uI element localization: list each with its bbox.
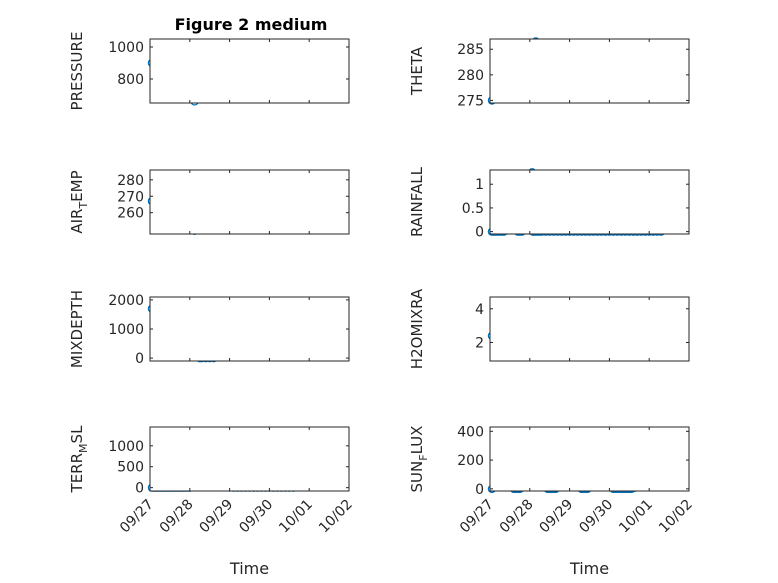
- subplot-mixdepth: 0 1000 2000 MIXDEPTH: [68, 290, 350, 368]
- y-axis-label: THETA: [408, 46, 426, 96]
- x-tick-label: 09/30: [236, 497, 276, 537]
- axes-frame: [489, 296, 690, 362]
- y-tick-label: 275: [457, 93, 484, 109]
- x-axis-label: Time: [569, 559, 609, 578]
- y-axis-label-main: MIXDEPTH: [68, 290, 86, 368]
- subplot-sun-flux: 0 200 400 09/27 09/28 09/29 09/30 10/01 10/02 SUN…: [408, 424, 696, 578]
- subplot-rainfall: 0 0.5 1 RAINFALL: [408, 166, 690, 241]
- y-tick-label: 0: [475, 482, 484, 498]
- axes-frame: [149, 296, 350, 362]
- x-tick-label: 10/01: [276, 497, 316, 537]
- axes-frame: [149, 426, 350, 492]
- x-tick-label: 10/02: [656, 497, 696, 537]
- y-tick-label: 0.5: [462, 201, 484, 217]
- y-axis-label: SUNFLUX: [408, 426, 430, 493]
- y-tick-label: 1: [475, 177, 484, 193]
- subplot-theta: 275 280 285 THETA: [408, 37, 690, 109]
- y-tick-label: 200: [457, 453, 484, 469]
- y-tick-label: 800: [117, 72, 144, 88]
- subplot-terr-msl: 0 500 1000 09/27 09/28 09/29 09/30 10/01 10/02 TE…: [68, 425, 356, 578]
- y-tick-label: 2: [475, 335, 484, 351]
- y-axis-label-subscript: M: [77, 443, 90, 453]
- y-axis-label-main: AIR: [68, 209, 86, 234]
- y-tick-label: 500: [117, 460, 144, 476]
- axes-frame: [489, 38, 690, 104]
- y-axis-label: MIXDEPTH: [68, 290, 86, 368]
- x-axis-label: Time: [229, 559, 269, 578]
- x-tick-label: 09/29: [197, 497, 237, 537]
- y-axis-label-main: THETA: [408, 46, 426, 96]
- y-axis-label: H2OMIXRA: [408, 288, 426, 369]
- y-tick-label: 280: [117, 173, 144, 189]
- figure-title: Figure 2 medium: [175, 15, 328, 34]
- y-axis-label: PRESSURE: [68, 32, 86, 111]
- y-tick-label: 1000: [108, 322, 144, 338]
- y-axis-label: RAINFALL: [408, 166, 426, 237]
- y-axis-label-suffix: LUX: [408, 426, 426, 455]
- x-tick-label: 09/30: [576, 497, 616, 537]
- axes-frame: [149, 38, 350, 104]
- y-axis-label-subscript: T: [77, 202, 90, 210]
- x-tick-label: 10/01: [616, 497, 656, 537]
- axes-frame: [489, 169, 690, 235]
- y-axis-label-main: H2OMIXRA: [408, 288, 426, 369]
- y-tick-label: 270: [117, 189, 144, 205]
- y-tick-label: 260: [117, 206, 144, 222]
- x-tick-label: 09/27: [457, 497, 497, 537]
- y-axis-label-subscript: F: [417, 454, 430, 460]
- y-axis-label-suffix: EMP: [68, 170, 86, 201]
- y-tick-label: 0: [135, 351, 144, 367]
- y-tick-label: 285: [457, 42, 484, 58]
- subplot-pressure: 800 1000 PRESSURE: [68, 32, 350, 111]
- y-axis-label: AIRTEMP: [68, 170, 90, 233]
- y-axis-label-main: SUN: [408, 461, 426, 493]
- subplot-h2omixra: 2 4 H2OMIXRA: [408, 288, 690, 369]
- x-tick-label: 09/28: [157, 497, 197, 537]
- y-axis-label-main: TERR: [68, 453, 86, 494]
- y-axis-label-suffix: SL: [68, 425, 86, 444]
- y-tick-label: 0: [135, 481, 144, 497]
- y-tick-label: 2000: [108, 293, 144, 309]
- axes-frame: [149, 169, 350, 235]
- x-tick-label: 10/02: [316, 497, 356, 537]
- y-tick-label: 1000: [108, 40, 144, 56]
- axes-frame: [489, 426, 690, 492]
- y-tick-label: 0: [475, 225, 484, 241]
- y-axis-label-main: RAINFALL: [408, 166, 426, 237]
- x-tick-label: 09/27: [117, 497, 157, 537]
- x-tick-label: 09/29: [537, 497, 577, 537]
- y-tick-label: 1000: [108, 439, 144, 455]
- y-tick-label: 4: [475, 302, 484, 318]
- y-axis-label: TERRMSL: [68, 425, 90, 494]
- x-tick-label: 09/28: [497, 497, 537, 537]
- y-tick-label: 400: [457, 424, 484, 440]
- y-tick-label: 280: [457, 68, 484, 84]
- y-axis-label-main: PRESSURE: [68, 32, 86, 111]
